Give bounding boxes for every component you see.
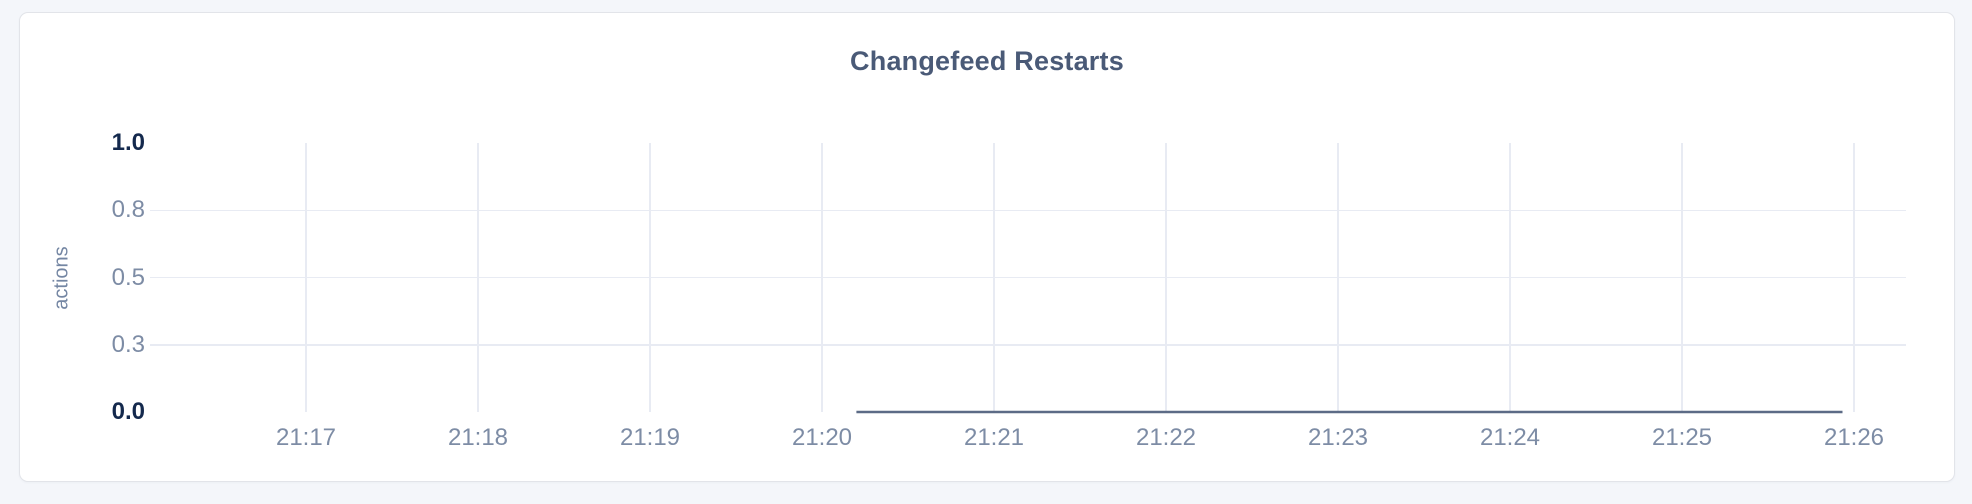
x-tick-label: 21:19 [619,424,681,451]
x-tick-label: 21:18 [447,424,509,451]
h-gridline [150,209,1906,211]
h-gridline [150,276,1906,279]
x-tick-label: 21:22 [1135,424,1197,451]
chart-card [19,12,1955,482]
h-gridline [150,344,1906,346]
x-tick-label: 21:20 [791,424,853,451]
x-tick-label: 21:23 [1307,424,1369,451]
y-tick-label: 0.0 [111,398,145,425]
x-tick-label: 21:26 [1823,424,1885,451]
y-tick-label: 0.3 [111,330,145,358]
chart-title: Changefeed Restarts [850,46,1124,76]
y-tick-label: 1.0 [111,129,145,156]
x-tick-label: 21:21 [963,424,1025,451]
x-tick-label: 21:25 [1651,424,1713,451]
x-tick-label: 21:24 [1479,424,1541,451]
x-tick-label: 21:17 [275,424,337,451]
y-tick-label: 0.5 [111,263,145,291]
y-tick-label: 0.8 [111,196,145,224]
